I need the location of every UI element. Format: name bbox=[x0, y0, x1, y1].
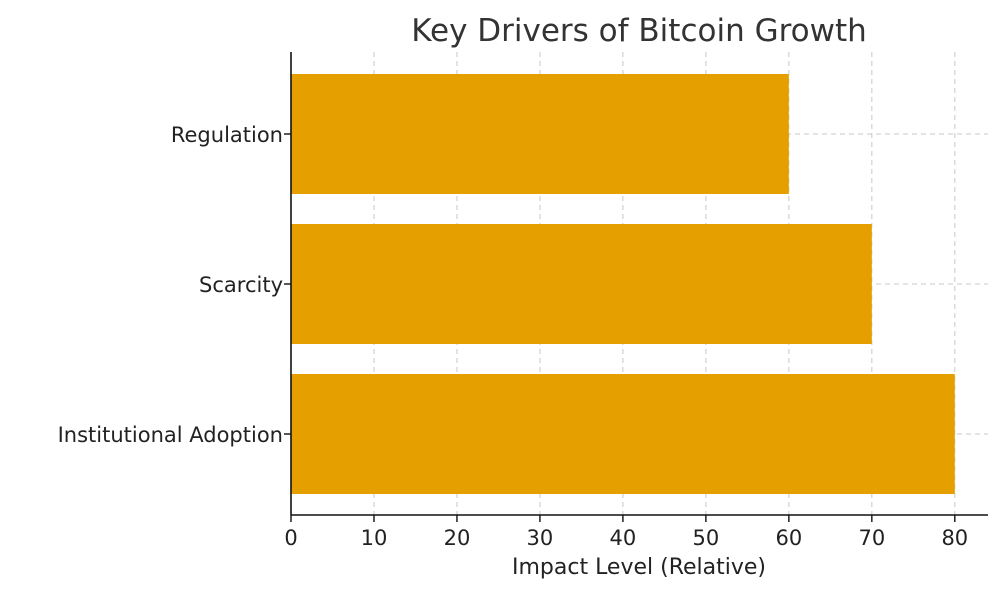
x-tick-label: 80 bbox=[941, 526, 968, 550]
bars bbox=[291, 74, 955, 494]
bar bbox=[291, 224, 872, 344]
x-tick-label: 70 bbox=[858, 526, 885, 550]
x-tick-label: 50 bbox=[693, 526, 720, 550]
y-axis-ticks: Institutional Adoption Scarcity Regulation bbox=[58, 123, 291, 447]
x-axis-label: Impact Level (Relative) bbox=[512, 555, 766, 580]
x-tick-label: 10 bbox=[361, 526, 388, 550]
x-tick-label: 20 bbox=[444, 526, 471, 550]
y-tick-label: Regulation bbox=[171, 123, 283, 147]
x-axis-ticks: 0 10 20 30 40 50 60 70 80 bbox=[284, 515, 968, 550]
y-tick-label: Institutional Adoption bbox=[58, 423, 283, 447]
x-tick-label: 40 bbox=[610, 526, 637, 550]
bar bbox=[291, 374, 955, 494]
x-tick-label: 0 bbox=[284, 526, 297, 550]
chart-title: Key Drivers of Bitcoin Growth bbox=[411, 13, 867, 49]
bar bbox=[291, 74, 789, 194]
x-tick-label: 60 bbox=[775, 526, 802, 550]
y-tick-label: Scarcity bbox=[199, 273, 283, 297]
x-tick-label: 30 bbox=[527, 526, 554, 550]
